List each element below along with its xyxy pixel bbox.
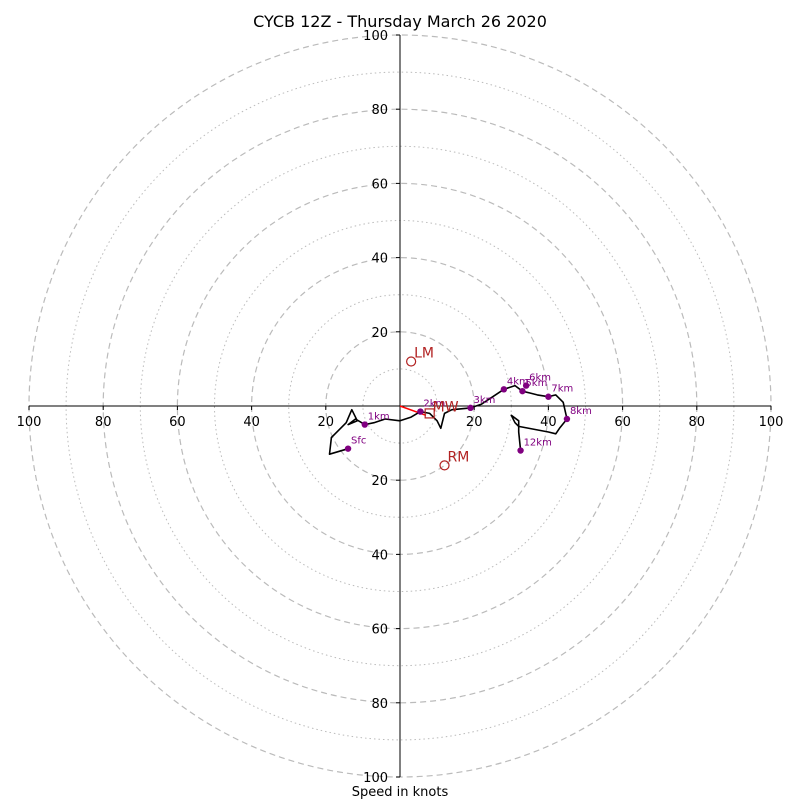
y-tick-label: 100 xyxy=(363,771,388,786)
y-tick-label: 20 xyxy=(371,326,388,341)
storm-motion-label: RM xyxy=(448,449,470,465)
y-tick-label: 40 xyxy=(371,252,388,267)
x-tick-label: 40 xyxy=(540,415,557,430)
x-tick-label: 20 xyxy=(466,415,483,430)
x-axis-label: Speed in knots xyxy=(352,785,449,800)
x-tick-label: 100 xyxy=(17,415,42,430)
storm-motion-marker xyxy=(439,460,450,471)
height-marker-label: 8km xyxy=(570,406,592,417)
x-tick-label: 60 xyxy=(614,415,631,430)
height-marker-label: 4km xyxy=(507,376,529,387)
x-tick-label: 80 xyxy=(95,415,112,430)
height-marker-dot xyxy=(522,382,530,389)
height-marker-label: 7km xyxy=(551,384,573,395)
height-marker-dot xyxy=(545,393,552,400)
height-marker-label: Sfc xyxy=(351,436,366,447)
mean-wind-label: MW xyxy=(433,399,459,415)
y-tick-label: 20 xyxy=(371,474,388,489)
storm-motion-markers: LM RM MW xyxy=(406,345,470,471)
tick-labels: 100 80 60 40 20 20 40 60 80 100 100 80 60 40 20 20 40 60 8… xyxy=(17,29,784,786)
height-marker-dot xyxy=(344,445,352,452)
height-marker-dot xyxy=(417,408,424,415)
height-marker-label: 12km xyxy=(524,438,552,449)
height-marker-label: 5km xyxy=(525,378,547,389)
height-marker-dot xyxy=(519,387,526,395)
x-tick-label: 80 xyxy=(689,415,706,430)
height-marker-dot xyxy=(563,415,571,423)
mean-wind-marker xyxy=(424,408,435,419)
storm-motion-label: LM xyxy=(414,345,434,361)
x-tick-label: 100 xyxy=(759,415,784,430)
height-marker-dot xyxy=(500,386,508,393)
height-marker-label: 3km xyxy=(473,395,495,406)
y-tick-label: 40 xyxy=(371,548,388,563)
x-tick-label: 60 xyxy=(169,415,186,430)
y-tick-label: 80 xyxy=(371,103,388,118)
chart-title: CYCB 12Z - Thursday March 26 2020 xyxy=(253,12,547,31)
y-tick-label: 60 xyxy=(371,177,388,192)
storm-motion-marker xyxy=(406,356,417,367)
x-tick-label: 40 xyxy=(243,415,260,430)
y-tick-label: 60 xyxy=(371,623,388,638)
height-marker-dot xyxy=(361,421,368,428)
height-marker-label: 6km xyxy=(529,373,551,384)
height-marker-label: 2km xyxy=(423,399,445,410)
y-tick-label: 100 xyxy=(363,29,388,44)
x-tick-label: 20 xyxy=(318,415,335,430)
height-marker-label: 1km xyxy=(368,412,390,423)
y-tick-label: 80 xyxy=(371,697,388,712)
height-marker-dot xyxy=(467,404,474,412)
height-marker-dot xyxy=(517,447,524,454)
